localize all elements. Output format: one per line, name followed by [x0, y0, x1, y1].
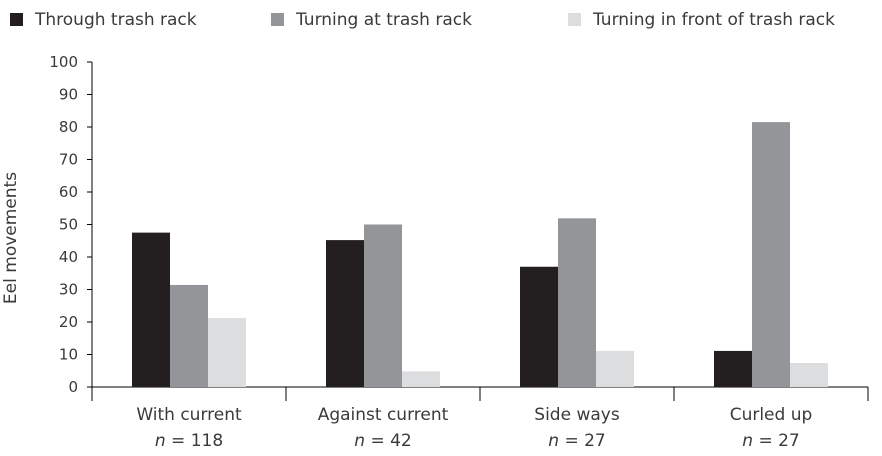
sample-size-label: n = 27	[548, 431, 605, 451]
y-tick-label: 40	[59, 248, 78, 266]
legend-item: Turning in front of trash rack	[568, 10, 835, 30]
bar	[520, 266, 558, 387]
sample-size-label: n = 27	[742, 431, 799, 451]
y-axis: 0 10 20 30 40 50 60 70 80 90 100	[49, 53, 93, 396]
y-tick-label: 90	[59, 86, 78, 104]
y-tick-label: 20	[59, 313, 78, 331]
legend-label: Turning in front of trash rack	[592, 10, 835, 30]
bar	[790, 362, 828, 387]
legend-item: Turning at trash rack	[271, 10, 472, 30]
legend-item: Through trash rack	[10, 10, 197, 30]
bar	[714, 350, 752, 387]
y-tick-label: 80	[59, 118, 78, 136]
bar	[402, 371, 440, 387]
y-tick-label: 100	[49, 53, 78, 71]
bar	[558, 218, 596, 387]
bar	[170, 284, 208, 387]
x-category-label: Curled up	[730, 405, 813, 425]
x-category-label: Side ways	[534, 405, 620, 425]
legend-label: Through trash rack	[34, 10, 197, 30]
y-tick-label: 50	[59, 216, 78, 234]
bar	[326, 240, 364, 387]
y-tick-label: 60	[59, 183, 78, 201]
bar-series-group	[132, 122, 828, 387]
bar	[752, 122, 790, 387]
x-category-label: With current	[136, 405, 242, 425]
chart-legend: Through trash rack Turning at trash rack T…	[10, 10, 835, 30]
y-axis-title: Eel movements	[1, 172, 21, 304]
x-axis: With current n = 118 Against current n = 42…	[91, 386, 869, 451]
legend-swatch	[568, 13, 581, 26]
bar	[596, 350, 634, 387]
x-category-label: Against current	[318, 405, 449, 425]
legend-swatch	[10, 13, 23, 26]
y-tick-label: 0	[68, 378, 78, 396]
bar	[132, 232, 170, 387]
legend-swatch	[271, 13, 284, 26]
bar	[208, 318, 246, 387]
sample-size-label: n = 118	[155, 431, 223, 451]
bar	[364, 224, 402, 387]
legend-label: Turning at trash rack	[295, 10, 472, 30]
y-tick-label: 30	[59, 281, 78, 299]
sample-size-label: n = 42	[354, 431, 411, 451]
y-tick-label: 10	[59, 346, 78, 364]
y-tick-label: 70	[59, 151, 78, 169]
